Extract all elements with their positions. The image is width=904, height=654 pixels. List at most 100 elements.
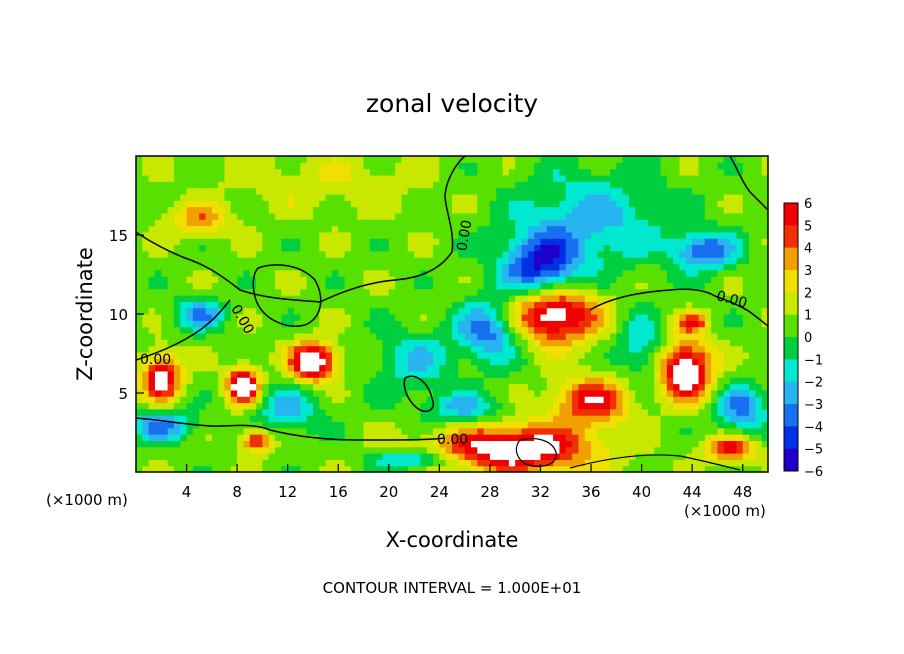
field-cell (628, 200, 636, 208)
field-cell (426, 225, 434, 233)
field-cell (344, 320, 352, 328)
field-cell (268, 193, 276, 201)
field-cell (407, 187, 415, 195)
field-cell (483, 358, 491, 366)
field-cell (306, 212, 314, 220)
field-cell (426, 396, 434, 404)
field-cell (521, 320, 529, 328)
field-cell (319, 364, 327, 372)
field-cell (470, 421, 478, 429)
field-cell (572, 307, 579, 315)
field-cell (350, 434, 358, 441)
field-cell (230, 408, 238, 416)
field-cell (540, 168, 548, 176)
field-cell (211, 238, 219, 246)
field-cell (445, 320, 453, 328)
field-cell (559, 320, 567, 328)
field-cell (597, 421, 605, 429)
field-cell (496, 434, 504, 441)
field-cell (540, 238, 548, 246)
field-cell (559, 339, 567, 347)
field-cell (749, 187, 756, 195)
field-cell (205, 345, 213, 353)
field-cell (287, 156, 295, 163)
field-cell (319, 225, 327, 233)
field-cell (294, 370, 301, 378)
field-cell (489, 377, 497, 385)
field-cell (376, 288, 384, 296)
field-cell (603, 250, 611, 258)
field-cell (439, 168, 447, 176)
field-cell (470, 339, 478, 347)
field-cell (281, 288, 289, 296)
field-cell (603, 225, 611, 233)
field-cell (237, 358, 245, 366)
field-cell (458, 434, 466, 441)
field-cell (148, 453, 156, 460)
field-cell (502, 181, 510, 189)
field-cell (521, 446, 529, 454)
field-cell (433, 427, 440, 435)
field-cell (224, 168, 232, 176)
field-cell (698, 465, 706, 472)
field-cell (610, 351, 617, 359)
field-cell (136, 402, 143, 410)
field-cell (584, 212, 592, 220)
field-cell (584, 219, 592, 227)
field-cell (407, 238, 415, 246)
field-cell (224, 225, 232, 233)
field-cell (306, 288, 314, 296)
field-cell (483, 238, 491, 246)
field-cell (161, 440, 169, 448)
field-cell (237, 427, 245, 435)
field-cell (363, 383, 371, 391)
field-cell (515, 269, 523, 277)
field-cell (685, 295, 693, 302)
field-cell (521, 193, 529, 201)
field-cell (268, 396, 276, 404)
field-cell (452, 156, 459, 163)
field-cell (458, 332, 466, 340)
field-cell (622, 276, 630, 283)
field-cell (761, 276, 768, 283)
field-cell (584, 446, 592, 454)
field-cell (350, 301, 358, 309)
field-cell (306, 370, 314, 378)
field-cell (256, 187, 263, 195)
field-cell (338, 351, 346, 359)
field-cell (704, 212, 712, 220)
field-cell (723, 187, 731, 195)
field-cell (167, 250, 175, 258)
field-cell (243, 193, 251, 201)
field-cell (154, 269, 162, 277)
field-cell (136, 295, 143, 302)
field-cell (534, 276, 542, 283)
field-cell (388, 415, 396, 423)
field-cell (749, 351, 756, 359)
field-cell (401, 326, 409, 334)
field-cell (154, 370, 162, 378)
field-cell (565, 440, 573, 448)
field-cell (192, 269, 200, 277)
field-cell (622, 465, 630, 472)
field-cell (489, 307, 497, 315)
field-cell (256, 156, 263, 163)
field-cell (268, 168, 276, 176)
field-cell (268, 295, 276, 302)
field-cell (344, 351, 352, 359)
field-cell (439, 250, 447, 258)
field-cell (154, 415, 162, 423)
field-cell (749, 276, 756, 283)
field-cell (319, 370, 327, 378)
field-cell (647, 345, 655, 353)
field-cell (249, 295, 257, 302)
field-cell (388, 402, 396, 410)
field-cell (641, 345, 649, 353)
field-cell (540, 326, 548, 334)
field-cell (730, 339, 737, 347)
field-cell (470, 402, 478, 410)
field-cell (616, 314, 624, 321)
field-cell (572, 193, 579, 201)
field-cell (603, 244, 611, 252)
field-cell (357, 459, 365, 467)
